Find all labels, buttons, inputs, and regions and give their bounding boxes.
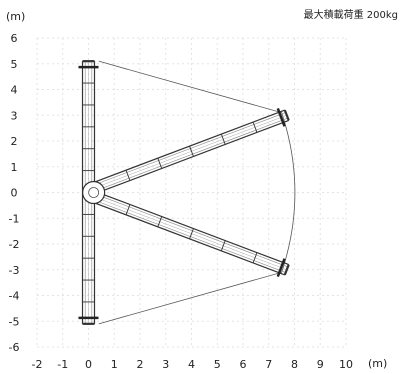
- reach-envelope: [98, 60, 296, 325]
- x-tick-label: 2: [137, 358, 144, 371]
- y-tick-label: -5: [9, 315, 20, 328]
- y-tick-label: 3: [11, 109, 18, 122]
- x-tick-label: 1: [111, 358, 118, 371]
- x-tick-label: -2: [32, 358, 43, 371]
- load-capacity: 最大積載荷重 200kg: [304, 11, 398, 21]
- y-tick-label: 0: [11, 187, 18, 200]
- boom-platform: [276, 108, 286, 127]
- boom-section-joint: [125, 204, 131, 215]
- y-tick-label: 4: [11, 84, 18, 97]
- boom-section-joint: [283, 264, 290, 276]
- y-tick-label: -2: [9, 238, 20, 251]
- boom-section-joint: [189, 145, 194, 157]
- x-tick-label: 7: [265, 358, 272, 371]
- y-tick-label: -4: [9, 290, 20, 303]
- x-tick-label: 3: [162, 358, 169, 371]
- x-tick-label: 4: [188, 358, 195, 371]
- boom-section-joint: [252, 121, 258, 133]
- y-tick-label: 2: [11, 135, 18, 148]
- x-tick-label: 9: [317, 358, 324, 371]
- x-tick-label: 10: [339, 358, 353, 371]
- x-tick-label: -1: [57, 358, 68, 371]
- x-axis-unit: (m): [368, 357, 388, 370]
- turntable: [82, 180, 106, 205]
- y-axis-unit: (m): [6, 10, 26, 23]
- boom-section-joint: [220, 240, 226, 252]
- diagonal-boom: [93, 108, 290, 194]
- y-tick-label: 1: [11, 161, 18, 174]
- boom-section-joint: [189, 228, 194, 240]
- load-capacity-value: 200kg: [366, 10, 398, 21]
- x-tick-label: 8: [291, 358, 298, 371]
- y-tick-label: -3: [9, 264, 20, 277]
- x-tick-label: 5: [214, 358, 221, 371]
- diagonal-boom: [93, 191, 290, 277]
- load-capacity-label: 最大積載荷重: [303, 10, 364, 21]
- y-tick-label: 6: [11, 32, 18, 45]
- boom-section-joint: [125, 170, 131, 181]
- boom-section-joint: [252, 252, 258, 264]
- y-tick-label: -6: [9, 341, 20, 354]
- boom-section-joint: [283, 109, 290, 121]
- x-tick-label: 0: [85, 358, 92, 371]
- vertical-boom-lower: [78, 191, 99, 325]
- boom-section-joint: [157, 216, 163, 227]
- vertical-boom-upper: [78, 60, 99, 194]
- y-tick-label: 5: [11, 58, 18, 71]
- boom-platform: [276, 258, 286, 277]
- turntable-hub: [88, 187, 100, 198]
- y-tick-label: -1: [9, 212, 20, 225]
- boom-section-joint: [220, 133, 226, 145]
- x-tick-label: 6: [240, 358, 247, 371]
- boom-section-joint: [157, 158, 163, 169]
